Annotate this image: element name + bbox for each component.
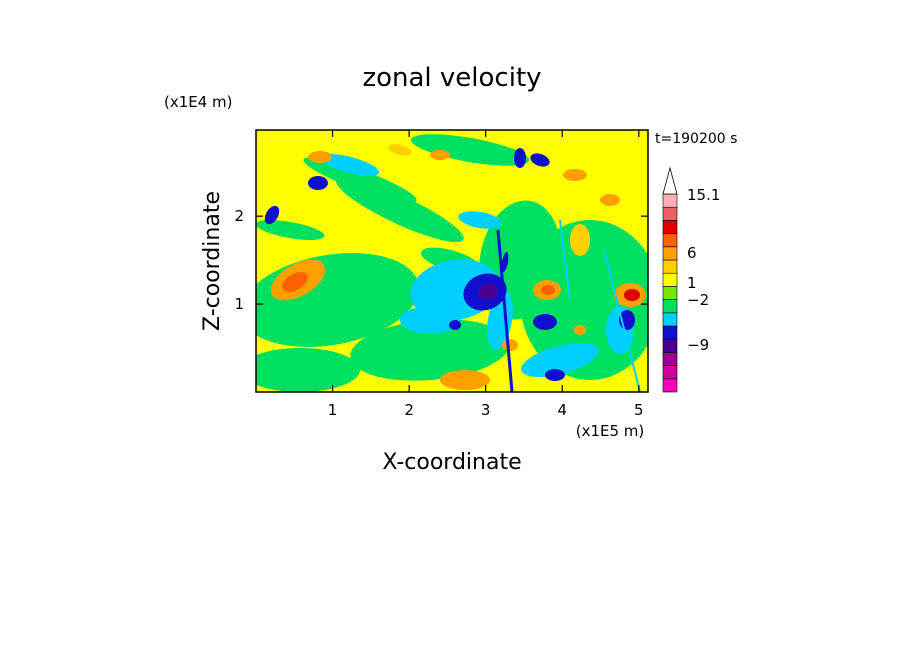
region-orange-6 (600, 194, 620, 206)
region-green-2 (256, 348, 360, 392)
y-tick-label-1: 2 (234, 207, 244, 225)
region-gold-2 (570, 224, 590, 256)
region-orange-9 (502, 339, 518, 351)
streak-1 (496, 229, 514, 392)
region-blue-5 (530, 153, 550, 167)
colorbar-bin-5 (662, 312, 678, 327)
region-blue-10 (501, 252, 509, 272)
colorbar-label-3: −2 (687, 291, 709, 309)
region-green-5 (303, 157, 417, 203)
colorbar-bin-4 (662, 325, 678, 340)
y-axis: 12 (234, 207, 648, 313)
region-orange-7 (563, 169, 587, 181)
region-green-8 (256, 220, 325, 240)
region-orange-8 (430, 150, 450, 160)
colorbar-bin-11 (662, 233, 678, 248)
colorbar-bin-14 (662, 193, 678, 208)
colorbar-label-0: 15.1 (687, 186, 720, 204)
colorbar-bin-2 (662, 352, 678, 366)
region-blue-8 (545, 369, 565, 381)
region-dorange-1 (282, 272, 308, 292)
x-tick-label-3: 4 (557, 401, 567, 419)
region-cyan-2 (400, 306, 460, 334)
x-tick-label-2: 3 (481, 401, 491, 419)
colorbar-label-2: 1 (687, 274, 697, 292)
region-orange-10 (574, 325, 586, 335)
region-orange-2 (308, 151, 332, 163)
streak-3 (559, 219, 571, 301)
x-unit-label: (x1E5 m) (576, 422, 645, 440)
region-purple-1 (478, 283, 498, 301)
x-tick-label-4: 5 (634, 401, 644, 419)
x-axis-label: X-coordinate (382, 450, 521, 475)
x-axis: 1 2 3 4 5 (328, 130, 644, 419)
region-cyan-4 (458, 211, 502, 229)
colorbar-bin-3 (662, 338, 678, 353)
region-blue-3 (264, 205, 280, 225)
region-green-7 (410, 134, 530, 166)
region-dorange-2 (541, 285, 555, 295)
colorbar-bin-1 (662, 365, 678, 380)
region-blue-4 (533, 314, 557, 330)
x-tick-label-1: 2 (404, 401, 414, 419)
colorbar-cap (662, 166, 678, 195)
region-blue-6 (514, 148, 526, 168)
region-cyan-3 (320, 154, 380, 176)
colorbar-bin-9 (662, 259, 678, 274)
colorbar: 15.1 6 1−2 −9 (662, 166, 720, 393)
colorbar-bin-12 (662, 220, 678, 234)
region-orange-3 (440, 370, 490, 390)
x-tick-label-0: 1 (328, 401, 338, 419)
time-label: t=190200 s (655, 131, 737, 147)
colorbar-label-1: 6 (687, 244, 697, 262)
contour-field (256, 130, 648, 392)
region-red-1 (624, 289, 640, 301)
colorbar-bin-7 (662, 286, 678, 300)
region-green-4 (336, 177, 464, 243)
colorbar-bin-6 (662, 299, 678, 314)
y-tick-label-0: 1 (234, 295, 244, 313)
streak-2 (603, 249, 641, 392)
region-cyan-5 (521, 342, 599, 378)
region-blue-2 (308, 176, 328, 190)
region-blue-9 (449, 320, 461, 330)
plot-frame (255, 129, 649, 393)
colorbar-bin-0 (662, 378, 678, 393)
y-unit-label: (x1E4 m) (164, 93, 233, 111)
region-green-3 (350, 319, 510, 381)
region-gold-1 (388, 144, 412, 156)
colorbar-bin-8 (662, 272, 678, 287)
colorbar-bin-13 (662, 206, 678, 221)
chart-title: zonal velocity (362, 63, 541, 93)
colorbar-label-4: −9 (687, 336, 709, 354)
y-axis-label: Z-coordinate (200, 191, 225, 331)
colorbar-bin-10 (662, 246, 678, 261)
